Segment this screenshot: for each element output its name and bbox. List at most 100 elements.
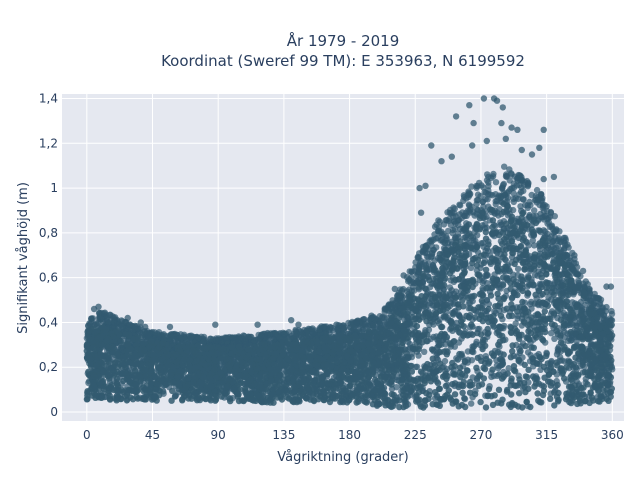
data-point [470,292,478,300]
data-point [513,182,520,189]
data-point [461,234,468,241]
data-point [558,357,565,364]
data-point [440,230,447,237]
data-point [479,279,486,287]
data-point [427,254,435,261]
data-point [172,392,180,399]
data-point [434,228,442,235]
data-point [474,271,481,278]
data-point [476,179,483,187]
data-point [540,214,547,221]
data-point [281,388,288,395]
data-point [441,357,449,365]
data-point [228,334,236,341]
data-point [463,195,470,202]
data-point [194,334,202,342]
data-point [434,234,441,242]
data-point [485,182,492,190]
data-point [599,304,606,311]
data-point [425,326,433,333]
data-point [393,340,401,347]
data-point [543,203,550,210]
data-point [536,246,544,253]
data-point [492,201,499,208]
data-point [399,305,407,312]
data-point [468,183,475,190]
data-point [89,315,97,322]
data-point [531,207,538,214]
data-point [466,299,474,307]
data-point [520,196,527,203]
data-point [433,244,440,251]
data-point [567,337,575,344]
data-point [589,294,597,301]
data-point [547,395,554,402]
data-point [169,332,176,339]
data-point [431,395,439,402]
data-point [525,180,532,187]
data-point [298,333,305,341]
data-point [200,338,207,345]
data-point [207,335,214,343]
data-point [501,163,508,170]
data-point [566,321,573,329]
data-point [555,235,563,242]
data-point [445,217,452,225]
data-point [281,330,288,338]
data-point [120,377,127,385]
data-point [512,320,519,327]
data-point [581,292,588,300]
data-point [499,282,507,289]
data-point [488,373,495,381]
data-point [376,319,383,327]
data-point [550,291,557,298]
data-point [586,285,593,293]
data-point [393,384,400,391]
data-point [397,286,404,293]
data-point [257,333,265,340]
data-point [381,314,388,322]
data-point [215,335,222,342]
data-point [251,338,258,345]
data-point [467,264,475,272]
data-point [608,317,616,324]
data-point [137,329,145,337]
data-point [484,272,491,279]
data-point [309,325,316,332]
data-point [517,177,524,184]
data-point [326,326,333,334]
data-point [119,323,126,330]
data-point [177,334,184,342]
data-point [482,189,490,196]
data-point [480,259,488,267]
data-point [483,285,490,292]
data-point [482,195,489,202]
data-point [468,203,475,210]
data-point [505,365,512,372]
data-point [531,242,538,249]
data-point [492,179,500,186]
data-point [524,202,531,209]
data-point [492,191,499,198]
data-point [465,189,473,196]
data-point [276,334,283,342]
data-point [500,208,507,216]
data-point [509,342,516,349]
data-point [510,195,517,202]
data-point [548,330,555,337]
data-point [155,331,162,339]
data-point [549,225,557,233]
data-point [384,307,391,314]
data-point [365,318,372,325]
data-point [473,338,480,345]
data-point [572,269,579,276]
data-point [395,294,403,301]
data-point [537,191,545,198]
data-point [578,310,585,318]
data-point [502,220,510,227]
data-point [506,177,513,184]
data-point [420,246,428,254]
data-point [334,326,341,334]
data-point [433,221,440,228]
